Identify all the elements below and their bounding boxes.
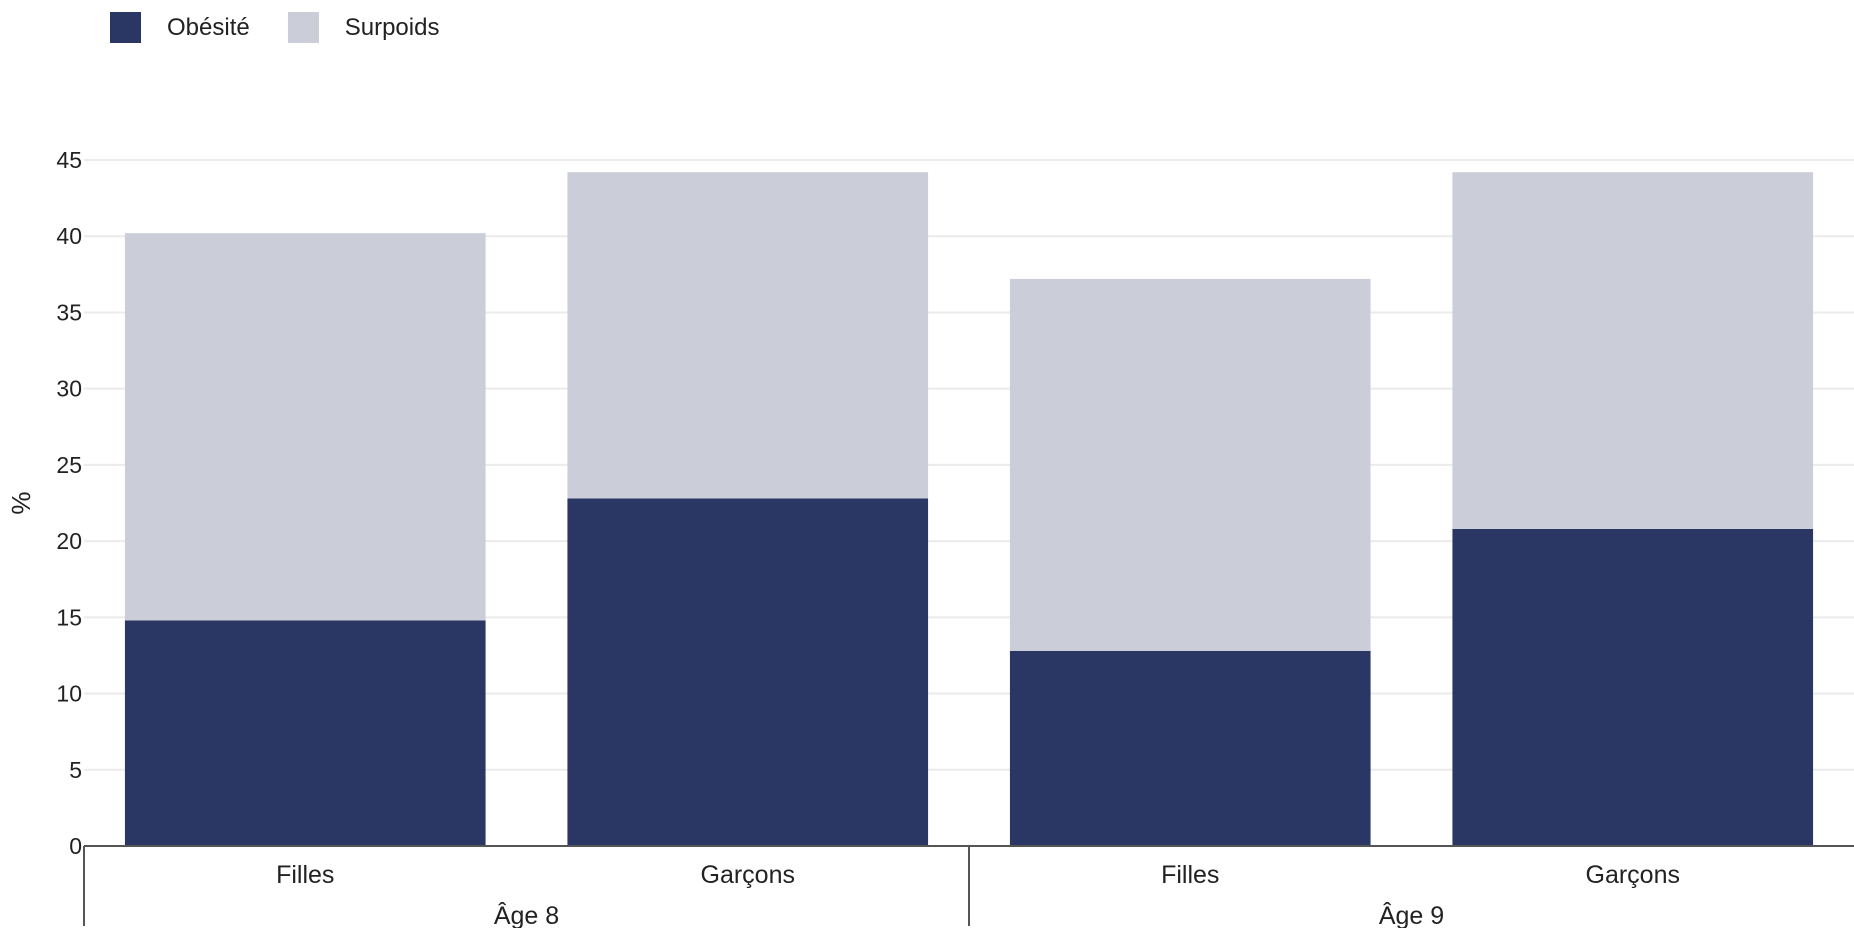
y-tick-label: 35 <box>56 299 82 325</box>
bar-surpoids-3 <box>1009 278 1371 651</box>
group-label: Âge 9 <box>1379 901 1444 928</box>
legend-label-obesite: Obésité <box>167 13 250 41</box>
x-tick-label: Garçons <box>1586 861 1680 889</box>
x-tick-label: Garçons <box>701 861 795 889</box>
y-axis-label: % <box>6 491 36 514</box>
bar-ob-sit--2 <box>567 498 929 846</box>
y-tick-label: 0 <box>69 833 82 859</box>
y-tick-label: 25 <box>56 452 82 478</box>
y-tick-label: 20 <box>56 528 82 554</box>
x-tick-label: Filles <box>1161 861 1219 889</box>
y-tick-label: 5 <box>69 757 82 783</box>
legend: Obésité Surpoids <box>110 12 477 43</box>
bar-ob-sit--3 <box>1009 650 1371 846</box>
group-label: Âge 8 <box>494 901 559 928</box>
legend-swatch-obesite <box>110 12 141 43</box>
legend-label-surpoids: Surpoids <box>344 13 440 41</box>
legend-item-surpoids[interactable]: Surpoids <box>287 12 440 43</box>
bar-ob-sit--1 <box>124 620 486 846</box>
bar-surpoids-2 <box>567 172 929 499</box>
y-tick-label: 45 <box>56 147 82 173</box>
x-tick-label: Filles <box>276 861 334 889</box>
legend-swatch-surpoids <box>287 12 319 43</box>
y-tick-label: 30 <box>56 376 82 402</box>
y-tick-label: 10 <box>56 681 82 707</box>
y-tick-label: 15 <box>56 604 82 630</box>
legend-item-obesite[interactable]: Obésité <box>110 12 250 43</box>
bar-surpoids-4 <box>1452 172 1814 529</box>
y-tick-label: 40 <box>56 223 82 249</box>
bar-ob-sit--4 <box>1452 528 1814 846</box>
bar-surpoids-1 <box>124 233 486 621</box>
